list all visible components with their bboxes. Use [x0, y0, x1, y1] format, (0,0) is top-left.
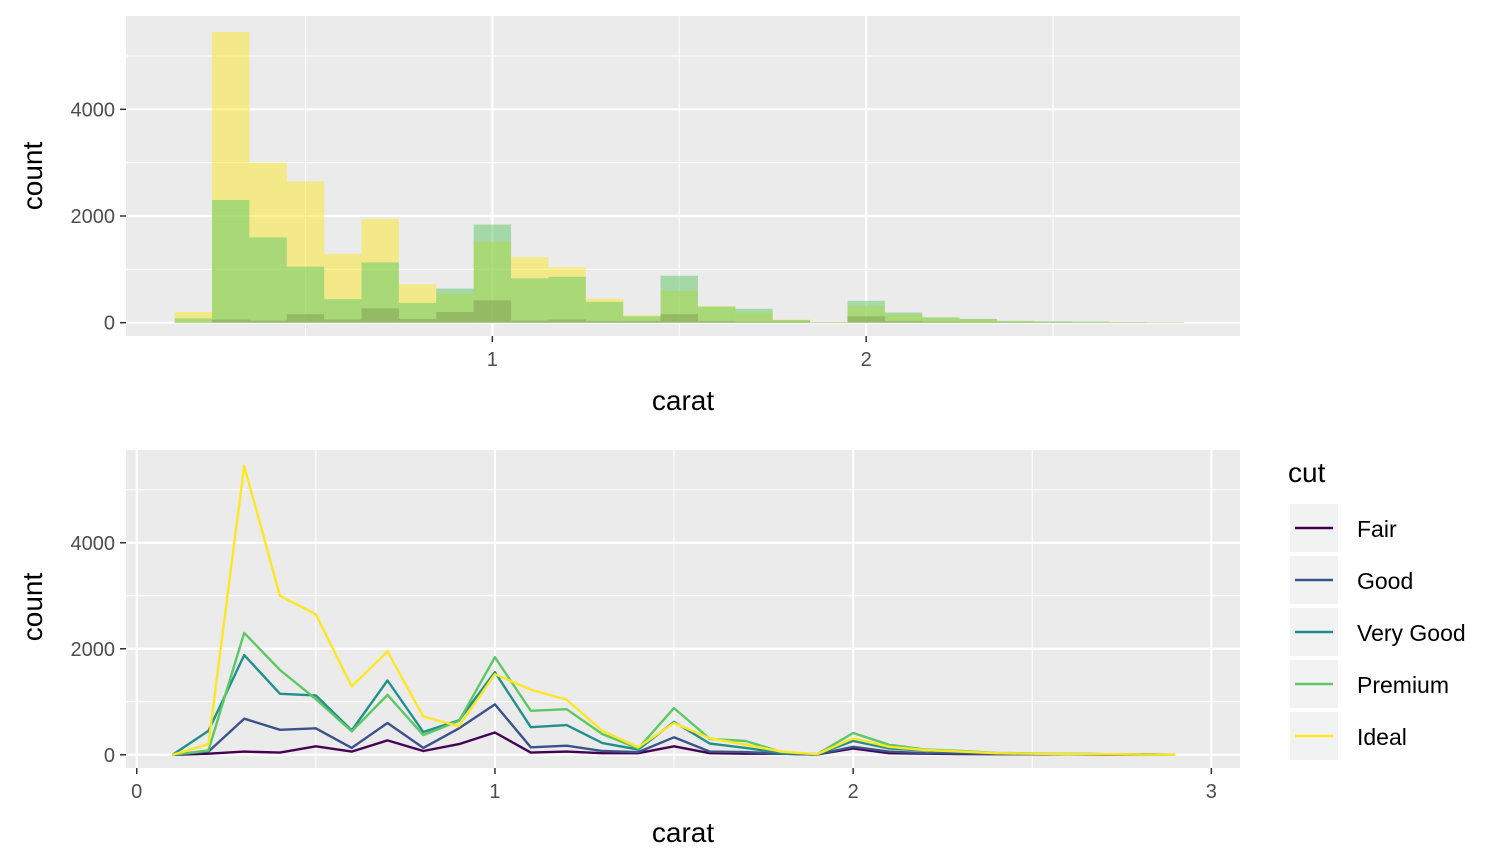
histogram-bar-premium	[548, 276, 586, 323]
histogram-bar-premium	[922, 317, 960, 323]
histogram-bar-premium	[511, 278, 549, 323]
histogram-bar-ideal	[174, 312, 212, 323]
top-y-tick-label: 2000	[71, 206, 116, 228]
histogram-bar-premium	[623, 316, 661, 323]
bottom-gridlines	[126, 450, 1240, 768]
histogram-bar-premium	[361, 262, 399, 323]
bottom-y-axis-title: count	[17, 573, 48, 642]
histogram-bar-premium	[249, 237, 287, 323]
histogram-bar-premium	[959, 318, 998, 323]
top-y-tick-label: 0	[104, 313, 115, 335]
bottom-y-tick-label: 4000	[71, 533, 116, 555]
bottom-y-axis-ticks: 0 2000 4000	[71, 533, 126, 767]
legend-label-premium: Premium	[1357, 672, 1449, 698]
histogram-bar-premium	[735, 308, 773, 323]
bottom-x-tick-label: 2	[848, 781, 859, 803]
bottom-panel-background	[126, 450, 1240, 768]
histogram-bar-premium	[810, 322, 848, 323]
legend-label-good: Good	[1357, 568, 1413, 594]
top-x-axis-title: carat	[652, 385, 714, 416]
histogram-bar-premium	[1071, 321, 1110, 323]
histogram-bar-premium	[1034, 321, 1072, 323]
series-line-ideal	[172, 464, 1176, 756]
top-x-tick-label: 2	[861, 349, 872, 371]
legend-title: cut	[1288, 457, 1326, 488]
bottom-y-tick-label: 0	[104, 745, 115, 767]
top-x-tick-label: 1	[487, 349, 498, 371]
top-y-axis-ticks: 0 2000 4000	[71, 99, 126, 335]
histogram-bar-premium	[324, 299, 362, 323]
histogram-bar-premium	[847, 300, 885, 323]
top-histogram-bars	[174, 32, 1184, 323]
legend-label-ideal: Ideal	[1357, 724, 1407, 750]
histogram-bar-premium	[660, 275, 698, 323]
histogram-bar-premium	[473, 224, 512, 323]
bottom-x-tick-label: 3	[1206, 781, 1217, 803]
top-y-axis-title: count	[17, 142, 48, 211]
histogram-bar-premium	[884, 312, 923, 323]
legend-label-very-good: Very Good	[1357, 620, 1466, 646]
histogram-bar-premium	[211, 200, 250, 323]
legend: cut Fair Good Very Good Premium Ideal	[1288, 457, 1466, 760]
bottom-freqpoly-panel: 0 2000 4000 0 1 2 3 carat count	[17, 450, 1240, 848]
histogram-bar-premium	[286, 266, 325, 323]
histogram-bar-premium	[585, 301, 624, 323]
histogram-bar-premium	[398, 302, 437, 323]
histogram-bar-premium	[772, 320, 811, 323]
histogram-bar-premium	[997, 320, 1035, 323]
top-y-tick-label: 4000	[71, 99, 116, 121]
bottom-y-tick-label: 2000	[71, 639, 116, 661]
histogram-bar-premium	[436, 288, 474, 323]
legend-label-fair: Fair	[1357, 516, 1397, 542]
bottom-x-axis-ticks: 0 1 2 3	[131, 768, 1217, 803]
bottom-series-lines	[171, 464, 1176, 756]
bottom-x-tick-label: 1	[489, 781, 500, 803]
legend-items: Fair Good Very Good Premium Ideal	[1290, 504, 1466, 760]
histogram-bar-premium	[1109, 322, 1147, 323]
bottom-x-axis-title: carat	[652, 817, 714, 848]
histogram-bar-premium	[174, 318, 212, 323]
bottom-x-tick-label: 0	[131, 781, 142, 803]
histogram-bar-premium	[697, 306, 736, 323]
